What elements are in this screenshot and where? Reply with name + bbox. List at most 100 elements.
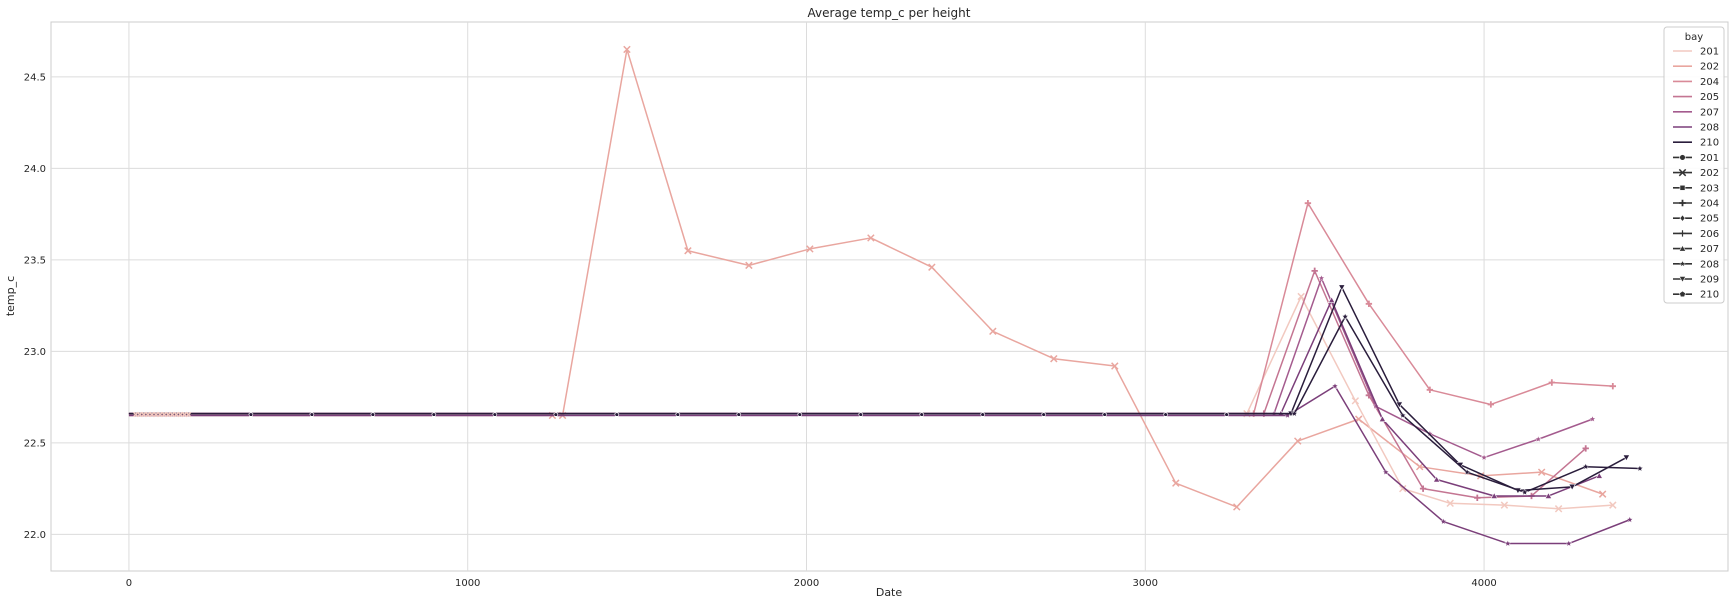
data-point (1548, 379, 1556, 386)
y-tick-label: 23.5 (24, 255, 46, 266)
data-point (153, 411, 159, 418)
data-point (684, 247, 692, 255)
data-point (1311, 267, 1318, 275)
x-tick-label: 3000 (1133, 578, 1158, 589)
data-point (132, 411, 139, 418)
data-point (248, 411, 254, 417)
legend-style-label: 207 (1700, 244, 1719, 255)
series-layer (128, 45, 1644, 547)
x-tick-label: 4000 (1471, 578, 1496, 589)
data-point (1480, 453, 1488, 461)
data-point (1224, 411, 1230, 417)
legend-marker (1679, 199, 1686, 207)
legend-style-label: 201 (1700, 153, 1719, 164)
x-tick-label: 0 (126, 578, 132, 589)
data-point (1331, 382, 1339, 390)
data-point (181, 411, 188, 418)
data-point (867, 234, 875, 242)
data-point (492, 411, 498, 417)
data-point (1537, 468, 1546, 476)
chart-title: Average temp_c per height (808, 6, 971, 20)
data-point (149, 411, 155, 418)
legend-hue-label: 205 (1700, 92, 1719, 103)
y-tick-label: 23.0 (24, 347, 46, 358)
data-point (1378, 415, 1387, 422)
data-point (1050, 354, 1058, 363)
data-point (1297, 292, 1305, 301)
data-point (1233, 503, 1241, 511)
data-point (1382, 468, 1390, 476)
data-point (1568, 483, 1576, 491)
data-point (1490, 492, 1498, 499)
data-point (1317, 274, 1325, 282)
data-point (157, 411, 163, 418)
legend-hue-label: 201 (1700, 47, 1719, 58)
data-point (370, 411, 376, 417)
data-point (1463, 468, 1471, 476)
y-axis-label: temp_c (4, 276, 17, 316)
data-point (1399, 411, 1407, 419)
data-point (137, 411, 143, 418)
y-tick-label: 22.0 (24, 530, 46, 541)
legend-marker (1678, 276, 1687, 283)
legend-hue-label: 204 (1700, 77, 1719, 88)
data-point (1588, 415, 1597, 423)
x-tick-label: 1000 (455, 578, 480, 589)
legend-marker (1679, 290, 1686, 298)
data-point (1521, 488, 1529, 496)
legend-marker (1679, 230, 1686, 237)
data-point (1487, 401, 1495, 408)
data-point (1554, 505, 1563, 513)
data-point (161, 411, 167, 418)
data-point (1544, 492, 1553, 499)
y-tick-label: 24.0 (24, 164, 46, 175)
data-point (1432, 475, 1441, 483)
series-5 (128, 296, 1603, 499)
legend-style-label: 210 (1700, 290, 1719, 301)
data-point (1419, 485, 1427, 492)
data-point (1041, 411, 1047, 417)
series-line (128, 299, 1600, 497)
legend-style-label: 205 (1700, 214, 1719, 225)
series-7 (128, 284, 1631, 495)
legend-title: bay (1685, 32, 1703, 43)
legend-marker (1679, 214, 1686, 222)
legend-marker (1679, 184, 1686, 191)
data-point (1609, 382, 1617, 390)
data-point (989, 327, 997, 336)
series-line (128, 277, 1593, 459)
data-point (1565, 539, 1573, 547)
data-point (1504, 539, 1512, 547)
series-1 (128, 292, 1617, 513)
legend-hue-label: 207 (1700, 107, 1719, 118)
legend-style-label: 202 (1700, 168, 1719, 179)
data-point (431, 411, 437, 417)
data-point (797, 411, 803, 417)
legend-hue-label: 210 (1700, 138, 1719, 149)
data-point (1111, 362, 1119, 370)
y-tick-label: 24.5 (24, 72, 46, 83)
data-point (623, 45, 631, 54)
data-point (1582, 445, 1589, 452)
data-point (1598, 490, 1607, 498)
data-point (1102, 411, 1108, 417)
x-tick-label: 2000 (794, 578, 819, 589)
y-tick-label: 22.5 (24, 438, 46, 449)
legend-marker (1678, 168, 1687, 177)
data-point (858, 411, 864, 417)
legend-marker (1679, 154, 1686, 161)
data-point (1338, 284, 1346, 292)
data-point (1582, 462, 1590, 470)
data-point (1290, 409, 1298, 417)
data-point (1426, 386, 1434, 394)
legend-marker (1678, 260, 1687, 267)
series-8 (128, 312, 1644, 496)
data-point (1636, 464, 1644, 472)
legend-hue-label: 202 (1700, 62, 1719, 73)
data-point (980, 411, 986, 417)
axis-ticks: 0 1000 2000 3000 4000 22.0 22.5 23.0 23.5 24.0 24.… (24, 72, 1497, 589)
data-point (1622, 454, 1631, 462)
series-line (128, 315, 1640, 494)
series-line (128, 286, 1627, 492)
